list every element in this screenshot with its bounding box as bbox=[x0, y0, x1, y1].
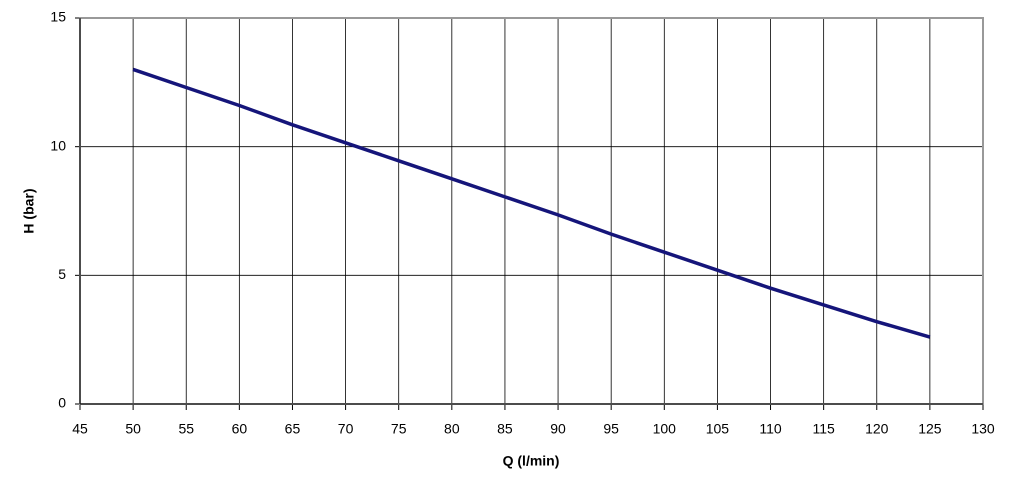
x-tick-label: 90 bbox=[550, 421, 566, 437]
plot-border bbox=[79, 17, 984, 405]
y-tick-label: 0 bbox=[58, 395, 66, 411]
x-tick-label: 110 bbox=[759, 421, 782, 437]
x-tick-label: 55 bbox=[178, 421, 194, 437]
y-axis-label: H (bar) bbox=[21, 188, 37, 233]
x-tick-label: 50 bbox=[125, 421, 141, 437]
x-tick-label: 125 bbox=[918, 421, 942, 437]
y-tick-label: 10 bbox=[50, 137, 66, 153]
series-line bbox=[132, 67, 931, 339]
x-tick-label: 80 bbox=[444, 421, 460, 437]
x-tick-label: 85 bbox=[497, 421, 513, 437]
x-tick-label: 70 bbox=[338, 421, 354, 437]
x-tick-label: 115 bbox=[812, 421, 835, 437]
x-tick-label: 60 bbox=[232, 421, 248, 437]
x-tick-label: 75 bbox=[391, 421, 407, 437]
x-tick-label: 120 bbox=[865, 421, 889, 437]
y-tick-label: 5 bbox=[58, 266, 66, 282]
x-tick-label: 65 bbox=[285, 421, 301, 437]
y-tick-label: 15 bbox=[50, 9, 66, 25]
x-axis-label: Q (l/min) bbox=[503, 453, 560, 469]
x-tick-label: 105 bbox=[706, 421, 730, 437]
x-tick-label: 95 bbox=[603, 421, 619, 437]
x-tick-label: 45 bbox=[72, 421, 88, 437]
x-tick-label: 100 bbox=[653, 421, 677, 437]
x-tick-label: 130 bbox=[971, 421, 995, 437]
